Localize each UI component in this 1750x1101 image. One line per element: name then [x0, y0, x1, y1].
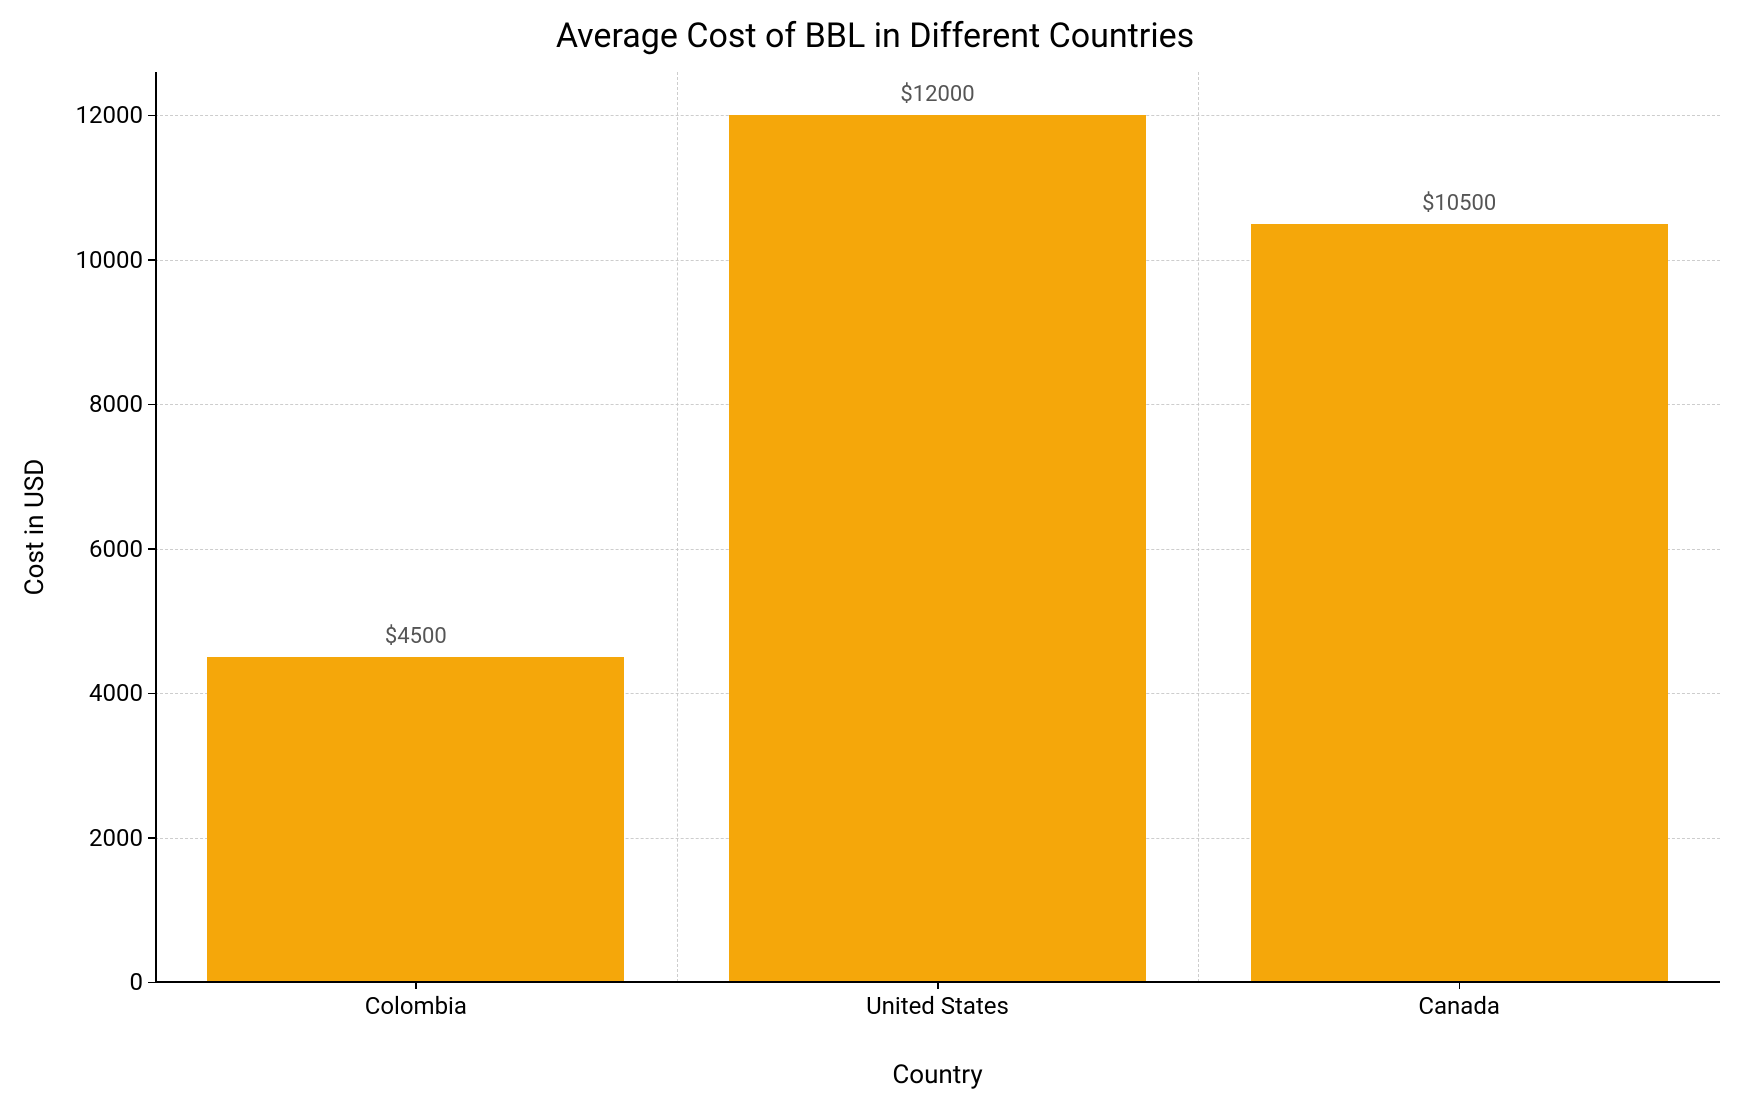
y-tick-label: 10000	[76, 246, 143, 274]
chart-container: Average Cost of BBL in Different Countri…	[0, 0, 1750, 1101]
bar	[729, 115, 1146, 982]
y-tick-mark	[148, 115, 155, 117]
y-axis-line	[155, 72, 157, 982]
y-tick-mark	[148, 548, 155, 550]
y-tick-mark	[148, 982, 155, 984]
x-tick-mark	[415, 982, 417, 989]
chart-title: Average Cost of BBL in Different Countri…	[556, 16, 1194, 56]
bar-value-label: $12000	[900, 82, 974, 107]
plot-area: 020004000600080001000012000$4500Colombia…	[155, 72, 1720, 982]
y-tick-label: 0	[130, 968, 144, 996]
gridline-v	[1198, 72, 1199, 982]
x-tick-label: Colombia	[365, 992, 467, 1020]
x-tick-mark	[937, 982, 939, 989]
y-tick-label: 2000	[89, 824, 143, 852]
bar-value-label: $4500	[385, 624, 447, 649]
x-tick-label: Canada	[1418, 992, 1500, 1020]
x-axis-line	[155, 981, 1720, 983]
x-tick-label: United States	[866, 992, 1009, 1020]
y-tick-mark	[148, 837, 155, 839]
gridline-v	[677, 72, 678, 982]
y-tick-label: 4000	[89, 679, 143, 707]
x-axis-label: Country	[892, 1060, 982, 1090]
bar	[1251, 224, 1668, 982]
x-tick-mark	[1459, 982, 1461, 989]
y-tick-label: 12000	[76, 101, 143, 129]
y-tick-label: 6000	[89, 535, 143, 563]
y-tick-label: 8000	[89, 390, 143, 418]
bar	[207, 657, 624, 982]
y-tick-mark	[148, 259, 155, 261]
y-axis-label: Cost in USD	[20, 459, 50, 596]
bar-value-label: $10500	[1422, 191, 1496, 216]
y-tick-mark	[148, 693, 155, 695]
y-tick-mark	[148, 404, 155, 406]
